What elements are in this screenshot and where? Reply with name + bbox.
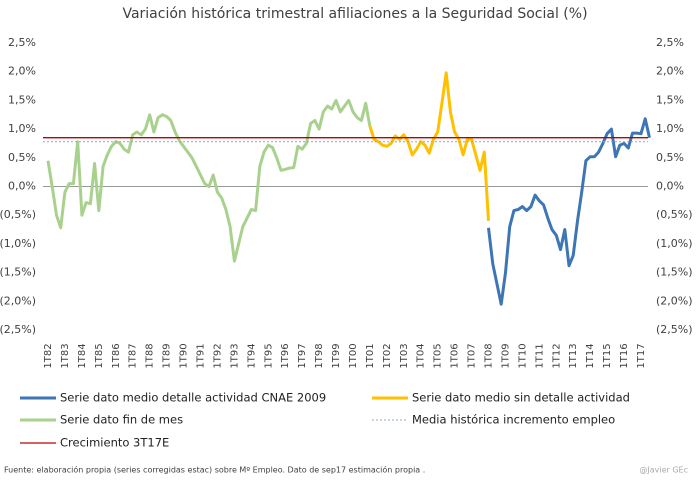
legend-label: Serie dato medio detalle actividad CNAE …	[60, 391, 326, 405]
y-tick-label: (1,5%)	[0, 266, 36, 279]
x-tick-label: 1T03	[399, 343, 410, 368]
y-tick-label: 2,5%	[8, 36, 36, 49]
x-tick-label: 1T93	[229, 343, 240, 368]
y2-tick-label: (2,5%)	[656, 323, 693, 336]
x-tick-label: 1T94	[246, 343, 257, 368]
y2-tick-label: (1,0%)	[656, 237, 693, 250]
y-tick-label: 1,5%	[8, 93, 36, 106]
x-tick-label: 1T15	[602, 343, 613, 368]
series-line	[487, 117, 651, 306]
x-tick-label: 1T05	[433, 343, 444, 368]
x-tick-label: 1T01	[365, 343, 376, 368]
y2-tick-label: 1,5%	[656, 93, 684, 106]
y2-tick-label: 2,5%	[656, 36, 684, 49]
x-tick-label: 1T04	[416, 343, 427, 368]
x-tick-label: 1T82	[43, 343, 54, 368]
y-tick-label: (2,0%)	[0, 294, 36, 307]
x-tick-label: 1T84	[77, 343, 88, 368]
y2-tick-label: (0,5%)	[656, 208, 693, 221]
chart-title: Variación histórica trimestral afiliacio…	[122, 6, 587, 22]
x-tick-label: 1T09	[500, 343, 511, 368]
x-tick-label: 1T91	[195, 343, 206, 368]
y-tick-label: 1,0%	[8, 122, 36, 135]
y2-tick-label: (1,5%)	[656, 266, 693, 279]
credit: @Javier GEc	[639, 466, 688, 475]
source-note: Fuente: elaboración propia (series corre…	[4, 465, 425, 475]
x-tick-label: 1T14	[585, 343, 596, 368]
y-tick-label: (2,5%)	[0, 323, 36, 336]
x-tick-label: 1T12	[551, 343, 562, 368]
y2-tick-label: 2,0%	[656, 65, 684, 78]
x-tick-label: 1T10	[517, 343, 528, 368]
x-tick-label: 1T08	[484, 343, 495, 368]
y-tick-label: 0,5%	[8, 151, 36, 164]
x-tick-label: 1T16	[619, 343, 630, 368]
y2-tick-label: (2,0%)	[656, 294, 693, 307]
x-tick-label: 1T02	[382, 343, 393, 368]
x-tick-label: 1T99	[331, 343, 342, 368]
legend-label: Media histórica incremento empleo	[412, 413, 615, 427]
x-tick-label: 1T11	[534, 343, 545, 368]
x-tick-label: 1T95	[263, 343, 274, 368]
legend-label: Crecimiento 3T17E	[60, 436, 169, 450]
x-tick-label: 1T96	[280, 343, 291, 368]
x-tick-label: 1T92	[212, 343, 223, 368]
x-tick-label: 1T83	[60, 343, 71, 368]
x-tick-label: 1T97	[297, 343, 308, 368]
legend-label: Serie dato medio sin detalle actividad	[412, 391, 630, 405]
y2-tick-label: 0,0%	[656, 180, 684, 193]
x-tick-label: 1T07	[467, 343, 478, 368]
x-tick-label: 1T85	[94, 343, 105, 368]
series-line	[46, 98, 372, 263]
y2-tick-label: 0,5%	[656, 151, 684, 164]
y2-tick-label: 1,0%	[656, 122, 684, 135]
x-tick-label: 1T87	[128, 343, 139, 368]
legend-label: Serie dato fin de mes	[60, 413, 183, 427]
x-tick-label: 1T89	[162, 343, 173, 368]
x-tick-label: 1T98	[314, 343, 325, 368]
x-tick-label: 1T13	[568, 343, 579, 368]
y-tick-label: (1,0%)	[0, 237, 36, 250]
y-tick-label: (0,5%)	[0, 208, 36, 221]
series-line	[368, 71, 490, 221]
x-tick-label: 1T90	[179, 343, 190, 368]
x-tick-label: 1T06	[450, 343, 461, 368]
y-tick-label: 0,0%	[8, 180, 36, 193]
x-tick-label: 1T17	[636, 343, 647, 368]
y-tick-label: 2,0%	[8, 65, 36, 78]
x-tick-label: 1T88	[145, 343, 156, 368]
x-tick-label: 1T00	[348, 343, 359, 368]
x-tick-label: 1T86	[111, 343, 122, 368]
